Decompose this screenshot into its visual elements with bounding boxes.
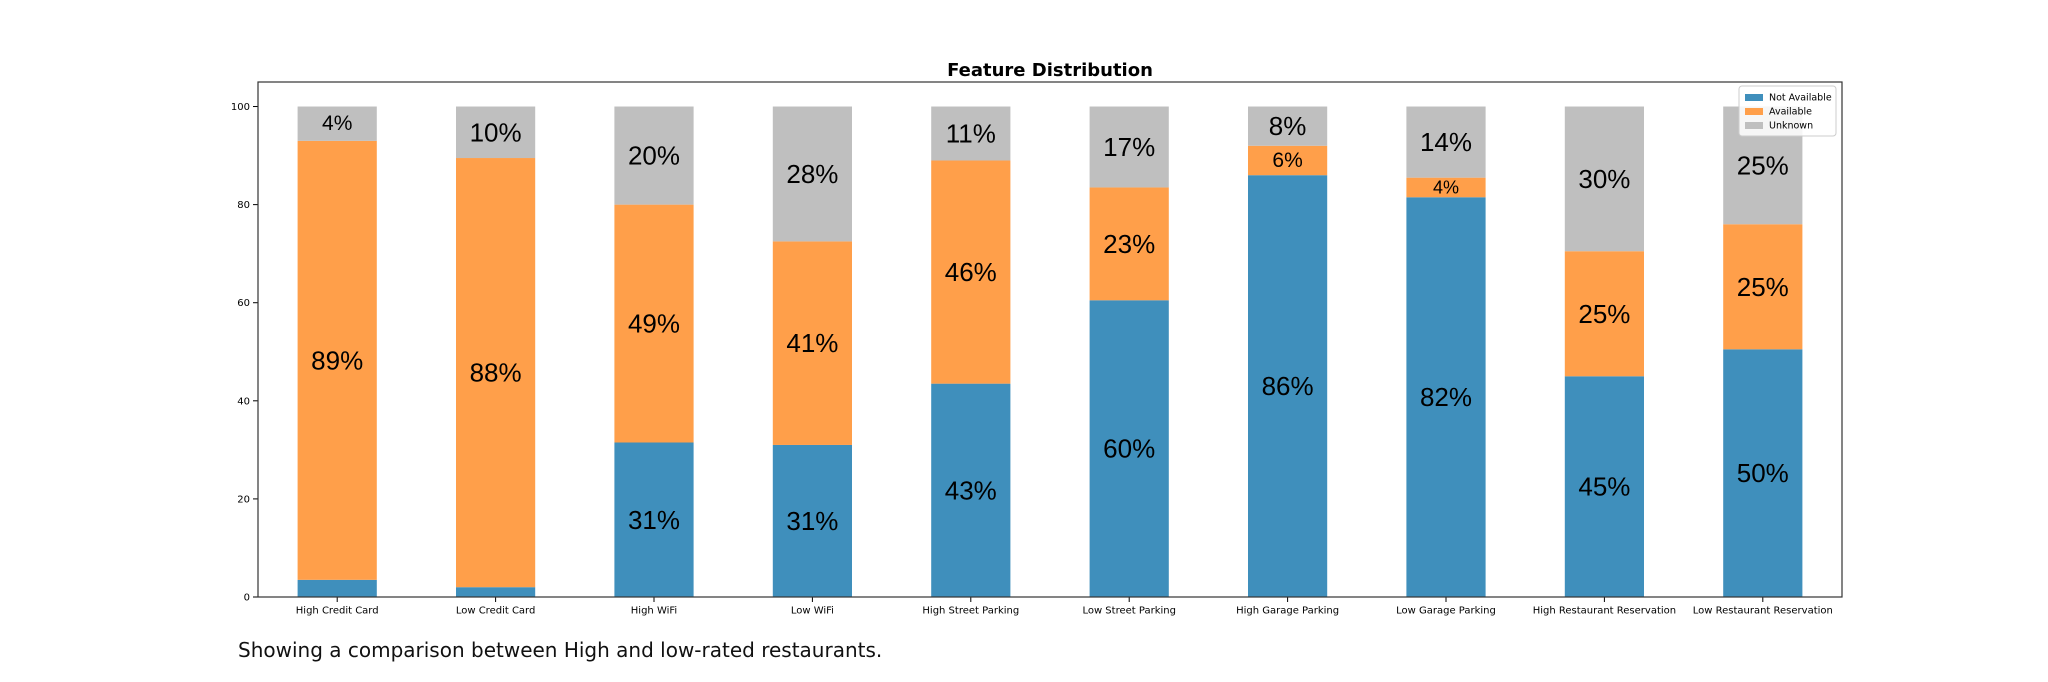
data-label-not-available-high-wifi: 31%: [628, 505, 680, 535]
bar-unknown-high-wifi: [614, 106, 694, 205]
bar-not-available-low-garage-parking: [1406, 197, 1486, 597]
data-label-available-high-street-parking: 46%: [945, 257, 997, 287]
bar-unknown-high-credit-card: [297, 106, 377, 141]
data-label-not-available-low-street-parking: 60%: [1103, 434, 1155, 464]
data-label-unknown-high-garage-parking: 8%: [1269, 111, 1307, 141]
data-label-not-available-low-restaurant-reservation: 50%: [1737, 458, 1789, 488]
bar-not-available-high-street-parking: [931, 383, 1011, 597]
data-label-unknown-high-wifi: 20%: [628, 141, 680, 171]
x-tick-label-low-garage-parking: Low Garage Parking: [1396, 606, 1496, 617]
x-tick-label-high-restaurant-reservation: High Restaurant Reservation: [1533, 606, 1676, 617]
bar-unknown-high-restaurant-reservation: [1564, 106, 1644, 252]
data-label-available-high-wifi: 49%: [628, 309, 680, 339]
data-label-not-available-low-wifi: 31%: [786, 506, 838, 536]
legend-box: [1738, 85, 1837, 137]
x-tick-label-low-street-parking: Low Street Parking: [1082, 606, 1176, 617]
legend-label-unknown: Unknown: [1769, 121, 1813, 132]
bar-available-low-garage-parking: [1406, 177, 1486, 198]
data-label-not-available-high-street-parking: 43%: [945, 475, 997, 505]
x-tick-label-high-credit-card: High Credit Card: [296, 606, 379, 617]
y-tick-label-60: 60: [237, 298, 250, 309]
legend-label-not-available: Not Available: [1769, 93, 1832, 104]
y-tick-label-0: 0: [244, 593, 250, 604]
bar-available-high-garage-parking: [1248, 145, 1328, 176]
data-label-available-high-credit-card: 89%: [311, 345, 363, 375]
data-label-unknown-low-street-parking: 17%: [1103, 132, 1155, 162]
data-label-unknown-low-credit-card: 10%: [470, 117, 522, 147]
data-label-available-high-restaurant-reservation: 25%: [1578, 299, 1630, 329]
legend-swatch-unknown: [1745, 122, 1763, 129]
data-label-unknown-high-street-parking: 11%: [946, 119, 996, 149]
y-tick-label-20: 20: [237, 494, 250, 505]
y-tick-label-40: 40: [237, 396, 250, 407]
x-tick-label-low-wifi: Low WiFi: [791, 606, 834, 617]
data-label-available-low-restaurant-reservation: 25%: [1737, 272, 1789, 302]
data-label-not-available-low-garage-parking: 82%: [1420, 382, 1472, 412]
legend-label-available: Available: [1769, 107, 1812, 118]
bar-unknown-high-garage-parking: [1248, 106, 1328, 146]
data-label-unknown-low-garage-parking: 14%: [1420, 127, 1472, 157]
data-label-available-low-wifi: 41%: [786, 328, 838, 358]
x-tick-label-high-street-parking: High Street Parking: [922, 606, 1019, 617]
data-label-available-low-garage-parking: 4%: [1433, 177, 1459, 197]
bar-available-low-credit-card: [456, 158, 536, 588]
bar-available-high-credit-card: [297, 140, 377, 580]
bar-unknown-high-street-parking: [931, 106, 1011, 161]
data-label-not-available-high-restaurant-reservation: 45%: [1578, 472, 1630, 502]
data-label-unknown-low-restaurant-reservation: 25%: [1737, 150, 1789, 180]
x-tick-label-low-credit-card: Low Credit Card: [456, 606, 536, 617]
bar-unknown-low-wifi: [772, 106, 852, 242]
bar-unknown-low-street-parking: [1089, 106, 1169, 188]
bar-not-available-high-credit-card: [297, 579, 377, 597]
y-tick-label-100: 100: [231, 102, 250, 113]
data-label-available-high-garage-parking: 6%: [1272, 149, 1302, 172]
bar-not-available-low-wifi: [772, 444, 852, 597]
bar-available-low-wifi: [772, 241, 852, 445]
bar-not-available-high-wifi: [614, 442, 694, 597]
bar-available-high-restaurant-reservation: [1564, 251, 1644, 377]
legend-swatch-available: [1745, 108, 1763, 115]
x-tick-label-high-garage-parking: High Garage Parking: [1236, 606, 1339, 617]
bar-available-high-street-parking: [931, 160, 1011, 384]
data-label-unknown-high-restaurant-reservation: 30%: [1578, 164, 1630, 194]
chart-caption: Showing a comparison between High and lo…: [238, 638, 883, 662]
x-tick-label-low-restaurant-reservation: Low Restaurant Reservation: [1693, 606, 1833, 617]
chart-title: Feature Distribution: [947, 60, 1153, 81]
data-label-unknown-low-wifi: 28%: [786, 159, 838, 189]
bar-available-low-restaurant-reservation: [1723, 224, 1803, 350]
bar-not-available-low-street-parking: [1089, 300, 1169, 597]
data-label-unknown-high-credit-card: 4%: [322, 112, 352, 135]
y-tick-label-80: 80: [237, 200, 250, 211]
bar-not-available-high-restaurant-reservation: [1564, 376, 1644, 597]
bar-unknown-low-garage-parking: [1406, 106, 1486, 178]
bar-unknown-low-credit-card: [456, 106, 536, 159]
data-label-available-low-street-parking: 23%: [1103, 229, 1155, 259]
legend-swatch-not-available: [1745, 94, 1763, 101]
x-tick-label-high-wifi: High WiFi: [631, 606, 677, 617]
data-label-not-available-high-garage-parking: 86%: [1262, 371, 1314, 401]
bar-available-high-wifi: [614, 204, 694, 443]
bar-not-available-low-restaurant-reservation: [1723, 349, 1803, 597]
plot-frame: [257, 81, 1843, 598]
bar-not-available-high-garage-parking: [1248, 175, 1328, 597]
bar-available-low-street-parking: [1089, 187, 1169, 301]
bar-not-available-low-credit-card: [456, 587, 536, 597]
data-label-available-low-credit-card: 88%: [470, 358, 522, 388]
